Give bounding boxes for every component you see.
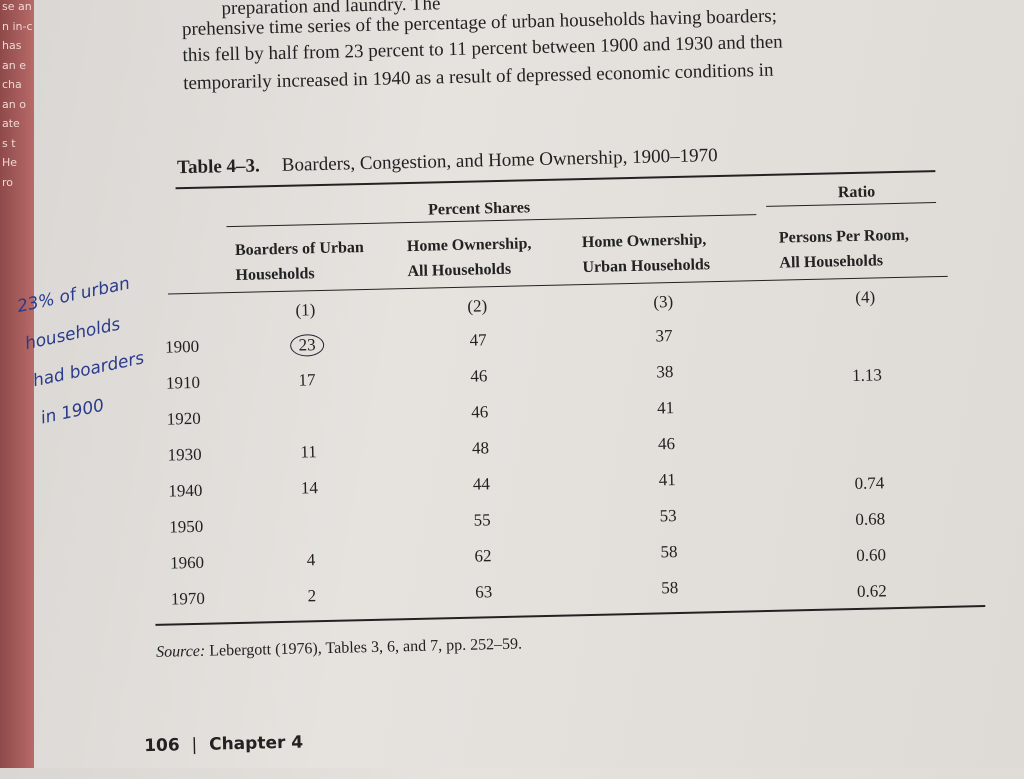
table-cell: 38 — [656, 362, 674, 382]
table-cell: 41 — [656, 398, 675, 418]
row-year: 1930 — [167, 444, 202, 465]
table-cell: 46 — [470, 366, 488, 386]
page-fragment: s t — [2, 136, 16, 150]
table-cell: 58 — [660, 542, 678, 562]
table-cell: 23 — [289, 333, 325, 357]
table-cell: 44 — [472, 474, 491, 494]
row-year: 1950 — [169, 516, 204, 537]
source-text: Lebergott (1976), Tables 3, 6, and 7, pp… — [209, 635, 523, 660]
table-cell: 58 — [661, 578, 679, 598]
header-line: Boarders of Urban — [234, 239, 365, 259]
table-cell: 53 — [659, 506, 677, 526]
page-fragment: an e — [2, 58, 26, 72]
header-line: Home Ownership, — [581, 231, 707, 252]
table-cell: 63 — [475, 582, 493, 602]
column-header: Persons Per Room, All Households — [779, 223, 910, 276]
table-cell: 46 — [657, 434, 676, 454]
table-title-text: Boarders, Congestion, and Home Ownership… — [281, 145, 718, 176]
column-header: Boarders of Urban Households — [235, 235, 365, 288]
row-year: 1940 — [168, 480, 203, 501]
source-label: Source: — [155, 642, 206, 661]
table-label: Table 4–3. — [176, 155, 261, 179]
group-header: Ratio — [837, 183, 876, 202]
table-cell: 37 — [655, 326, 673, 346]
separator: | — [191, 734, 198, 756]
table-cell: 46 — [471, 402, 489, 422]
page-number: 106 — [143, 735, 180, 757]
table-cell: 55 — [473, 510, 491, 530]
page-fragment: ate — [2, 117, 20, 130]
table-cell: 14 — [300, 478, 319, 498]
table-cell: 11 — [300, 442, 317, 462]
table-title: Table 4–3. Boarders, Congestion, and Home… — [177, 145, 718, 179]
column-number: (4) — [855, 287, 876, 307]
column-header: Home Ownership, Urban Households — [582, 227, 711, 280]
page-fragment: cha — [2, 78, 22, 91]
table-cell: 1.13 — [851, 365, 883, 386]
column-number: (1) — [295, 300, 316, 320]
rule — [155, 605, 986, 626]
row-year: 1960 — [169, 552, 205, 573]
row-year: 1900 — [164, 336, 200, 357]
table-cell: 17 — [298, 370, 316, 390]
column-number: (2) — [467, 296, 488, 316]
row-year: 1920 — [166, 408, 202, 429]
header-line: All Households — [779, 252, 884, 272]
table-cell: 0.60 — [855, 545, 887, 565]
row-year: 1910 — [165, 372, 201, 393]
page-fragment: se an — [2, 0, 32, 13]
header-line: Persons Per Room, — [778, 226, 909, 247]
chapter: Chapter 4 — [208, 732, 304, 755]
table-cell: 62 — [474, 546, 492, 566]
header-line: Households — [235, 265, 315, 284]
table-cell: 48 — [471, 438, 490, 458]
page-fragment: has — [2, 39, 22, 52]
page-fragment: ro — [2, 175, 14, 189]
header-line: Home Ownership, — [406, 235, 532, 256]
table-cell: 0.68 — [855, 509, 886, 529]
page-fragment: an o — [2, 97, 26, 111]
row-year: 1970 — [170, 588, 206, 609]
left-page: se an n in-c has an e cha an o ate s t He ro — [0, 0, 34, 768]
table-cell: 41 — [658, 470, 677, 490]
footer: 106 | Chapter 4 — [144, 733, 303, 757]
header-line: All Households — [407, 260, 512, 281]
page-fragment: He — [2, 156, 18, 169]
table-source: Source: Lebergott (1976), Tables 3, 6, a… — [156, 636, 522, 662]
header-line: Urban Households — [582, 256, 711, 277]
table-cell: 2 — [307, 586, 317, 606]
table-cell: 47 — [469, 330, 487, 350]
column-number: (3) — [653, 292, 674, 312]
group-header: Percent Shares — [427, 199, 531, 219]
table-cell: 0.74 — [854, 473, 885, 493]
table-cell: 0.62 — [856, 581, 887, 601]
table-cell: 4 — [306, 550, 316, 570]
column-header: Home Ownership, All Households — [407, 231, 533, 284]
page-fragment: n in-c — [2, 19, 33, 33]
